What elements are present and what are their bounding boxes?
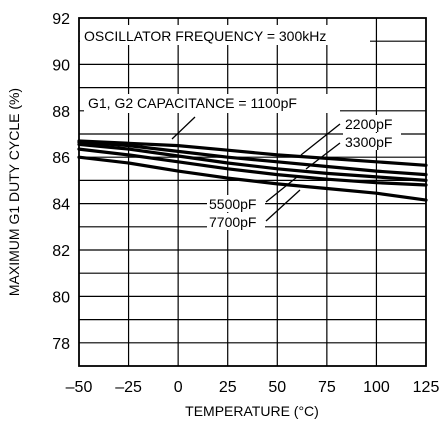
series-layer bbox=[77, 139, 428, 202]
label-3300-bg bbox=[343, 133, 401, 150]
x-tick-label: 100 bbox=[363, 379, 390, 396]
x-tick-label: –50 bbox=[66, 379, 93, 396]
y-tick-label: 92 bbox=[52, 11, 70, 28]
tick-label-layer: –50 –25 0 25 50 75 100 125 78 80 82 84 86 88 90 92 bbox=[52, 11, 439, 396]
series-3300pF bbox=[77, 142, 428, 182]
label-7700-bg bbox=[207, 213, 265, 230]
label-2200pf: 2200pF bbox=[345, 116, 392, 132]
label-3300pf: 3300pF bbox=[345, 134, 392, 150]
oscillator-label-bg bbox=[80, 25, 370, 45]
label-7700pf: 7700pF bbox=[209, 214, 256, 230]
y-tick-label: 84 bbox=[52, 197, 70, 214]
capacitance-label-bg bbox=[84, 94, 340, 113]
y-tick-label: 78 bbox=[52, 336, 70, 353]
y-tick-label: 82 bbox=[52, 243, 70, 260]
series-2200pF bbox=[77, 140, 428, 177]
series-5500pF bbox=[77, 147, 428, 187]
x-tick-label: –25 bbox=[115, 379, 142, 396]
label-2200-bg bbox=[343, 115, 401, 132]
series-1100pF bbox=[77, 139, 428, 167]
capacitance-label: G1, G2 CAPACITANCE = 1100pF bbox=[88, 95, 297, 111]
leader-3300 bbox=[305, 142, 341, 170]
y-tick-label: 90 bbox=[52, 57, 70, 74]
x-tick-label: 125 bbox=[413, 379, 440, 396]
series-7700pF bbox=[77, 155, 428, 202]
leader-7700 bbox=[265, 189, 301, 222]
x-tick-label: 50 bbox=[268, 379, 286, 396]
x-tick-label: 0 bbox=[174, 379, 183, 396]
plot-frame bbox=[78, 17, 427, 367]
y-axis-title: MAXIMUM G1 DUTY CYCLE (%) bbox=[6, 88, 22, 296]
capacitance-leader bbox=[171, 116, 196, 140]
label-5500-bg bbox=[207, 195, 265, 212]
x-axis-title: TEMPERATURE (°C) bbox=[185, 403, 319, 419]
annotation-layer: OSCILLATOR FREQUENCY = 300kHz G1, G2 CAP… bbox=[80, 25, 401, 230]
y-tick-label: 86 bbox=[52, 150, 70, 167]
y-tick-label: 80 bbox=[52, 289, 70, 306]
oscillator-frequency-label: OSCILLATOR FREQUENCY = 300kHz bbox=[84, 28, 326, 44]
y-tick-label: 88 bbox=[52, 104, 70, 121]
leader-2200 bbox=[300, 123, 341, 156]
x-tick-label: 75 bbox=[318, 379, 336, 396]
label-5500pf: 5500pF bbox=[209, 196, 256, 212]
x-tick-label: 25 bbox=[219, 379, 237, 396]
leader-5500 bbox=[265, 176, 298, 203]
